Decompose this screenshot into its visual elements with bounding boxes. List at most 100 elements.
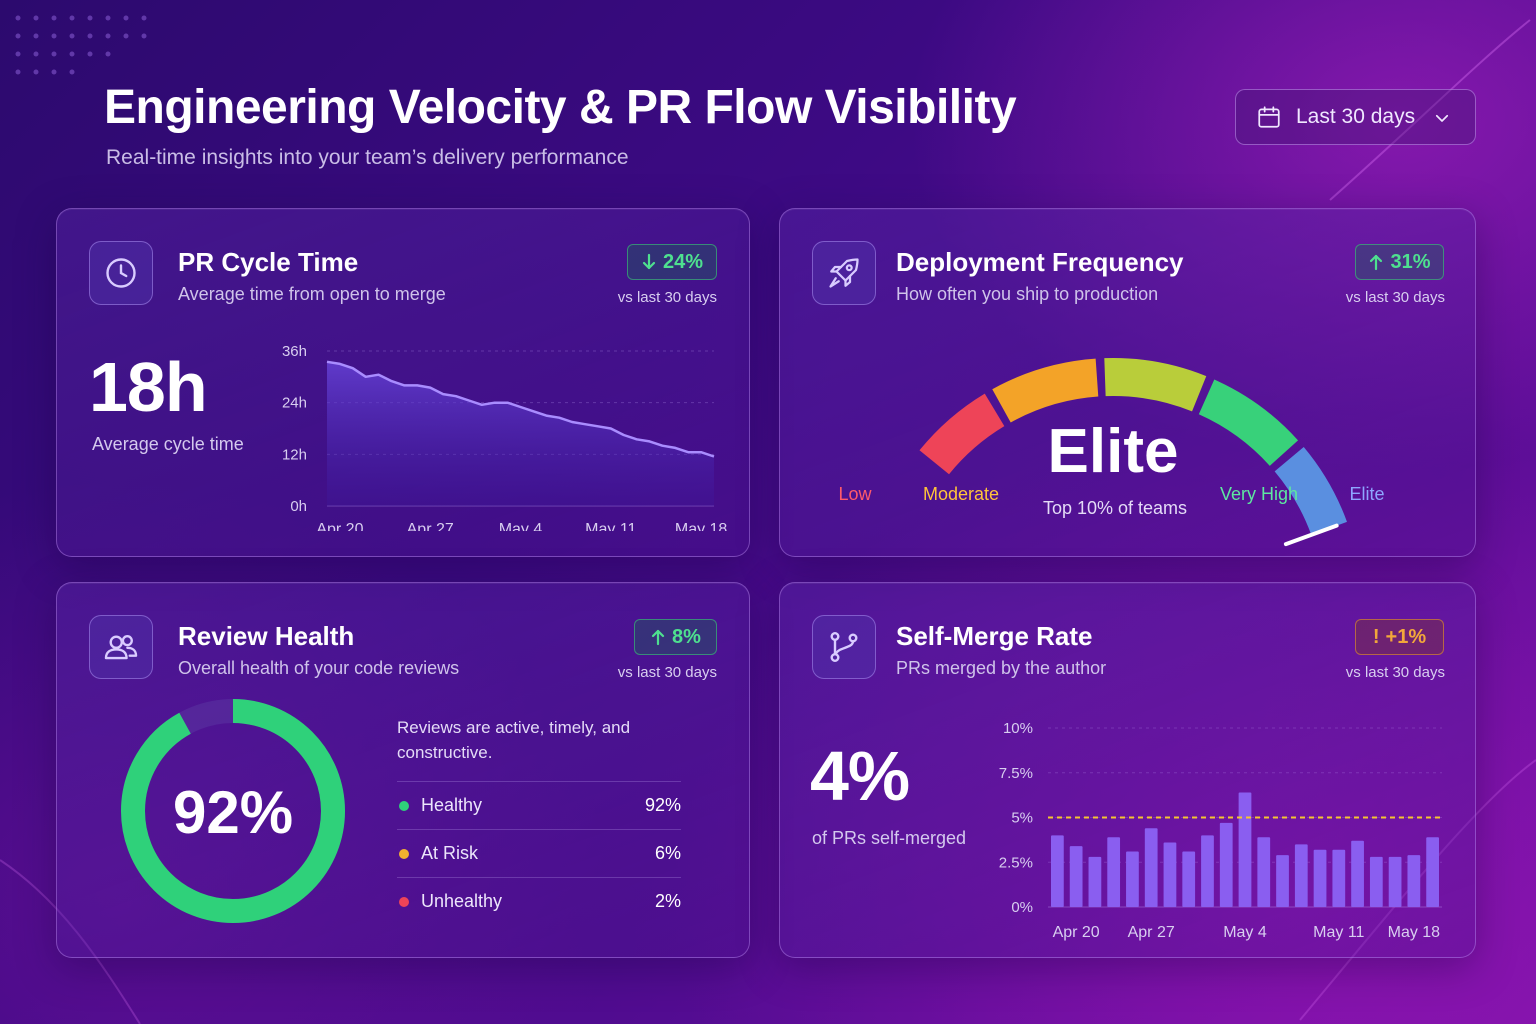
gauge-rating-caption: Top 10% of teams: [1043, 498, 1187, 518]
card-subtitle: PRs merged by the author: [896, 658, 1107, 678]
status-dot: [399, 800, 409, 811]
bar: [1369, 856, 1383, 907]
trend-badge-value: 8%: [672, 625, 701, 648]
breakdown-value: 92%: [644, 795, 681, 815]
gauge-needle: [1283, 523, 1339, 547]
breakdown-row-healthy: Healthy 92%: [397, 781, 681, 829]
breakdown-label: Unhealthy: [421, 891, 503, 911]
bar: [1126, 851, 1139, 907]
rocket-icon: [829, 258, 859, 288]
y-tick-label: 5%: [1011, 810, 1033, 827]
git-branch-icon: [830, 631, 858, 662]
breakdown-value: 2%: [654, 891, 681, 911]
badge-caption: vs last 30 days: [1345, 289, 1445, 306]
breakdown-label: Healthy: [421, 795, 483, 815]
x-tick-label: Apr 27: [407, 521, 454, 531]
pr-cycle-time-chart: 0h 12h 24h 36h Apr 20 Apr 27 May 4 May 11 May 18: [282, 343, 727, 531]
y-tick-label: 7.5%: [999, 765, 1033, 782]
users-icon-tile: [89, 615, 153, 679]
bar: [1388, 856, 1402, 907]
cycle-time-value: 18h: [89, 348, 208, 426]
gauge-segment: [919, 393, 1005, 475]
bar: [1069, 846, 1083, 907]
breakdown-value: 6%: [654, 843, 681, 863]
gauge-label: Moderate: [923, 484, 999, 504]
review-health-card: Review Health Overall health of your cod…: [56, 582, 750, 958]
bar: [1182, 851, 1196, 907]
card-subtitle: How often you ship to production: [896, 284, 1159, 304]
x-tick-label: May 11: [1313, 924, 1364, 941]
gauge-segment: [1104, 358, 1207, 412]
badge-caption: vs last 30 days: [1345, 664, 1445, 681]
bar: [1051, 835, 1064, 907]
arrow-down-icon: [642, 253, 656, 270]
arrow-up-icon: [1370, 254, 1383, 271]
trend-badge: 31%: [1355, 244, 1444, 280]
date-range-label: Last 30 days: [1296, 105, 1416, 128]
page-title: Engineering Velocity & PR Flow Visibilit…: [104, 81, 1017, 134]
gauge-label: Very High: [1220, 484, 1298, 504]
bar: [1201, 835, 1214, 907]
gauge-rating: Elite: [1048, 417, 1179, 486]
x-tick-label: Apr 20: [1053, 924, 1100, 941]
review-health-donut: 92%: [121, 699, 345, 923]
x-tick-label: Apr 27: [1128, 924, 1175, 941]
bar: [1332, 849, 1346, 907]
users-icon: [104, 635, 138, 660]
calendar-icon: [1258, 106, 1280, 128]
gauge-label: Low: [838, 484, 872, 504]
rocket-icon-tile: [812, 241, 876, 305]
deployment-frequency-gauge: Low Moderate Very High Elite Elite Top 10% of…: [838, 358, 1385, 547]
x-tick-label: Apr 20: [316, 521, 363, 531]
y-tick-label: 36h: [282, 343, 307, 360]
chevron-down-icon: [1435, 114, 1449, 122]
gauge-segment: [1198, 379, 1299, 466]
area-fill: [327, 361, 714, 506]
status-dot: [399, 896, 409, 907]
bar: [1407, 855, 1421, 907]
bar: [1163, 842, 1177, 907]
bar: [1107, 837, 1121, 907]
trend-badge-value: 31%: [1390, 250, 1431, 273]
card-title: Self-Merge Rate: [896, 621, 1093, 651]
clock-icon-tile: [89, 241, 153, 305]
clock-icon: [106, 258, 136, 288]
dot-grid-decoration: [15, 15, 147, 75]
card-subtitle: Overall health of your code reviews: [178, 658, 460, 678]
git-branch-icon-tile: [812, 615, 876, 679]
date-range-dropdown[interactable]: Last 30 days: [1235, 89, 1476, 145]
self-merge-caption: of PRs self-merged: [812, 828, 967, 848]
x-tick-label: May 4: [499, 521, 543, 531]
bar: [1238, 792, 1252, 907]
card-title: Review Health: [178, 621, 355, 651]
trend-badge: 8%: [634, 619, 717, 655]
bar: [1257, 837, 1271, 907]
x-tick-label: May 4: [1223, 924, 1267, 941]
gauge-segment: [1274, 446, 1347, 535]
warning-badge-value: +1%: [1385, 625, 1427, 648]
self-merge-rate-chart: 0% 2.5% 5% 7.5% 10% Apr 20 Apr 27 May 4 May 11 Ma…: [999, 720, 1442, 941]
breakdown-row-at-risk: At Risk 6%: [397, 829, 681, 877]
y-tick-label: 0h: [290, 498, 307, 515]
bar: [1426, 837, 1439, 907]
bar: [1144, 828, 1158, 907]
deployment-frequency-card: Deployment Frequency How often you ship …: [779, 208, 1476, 557]
badge-caption: vs last 30 days: [617, 664, 717, 681]
x-tick-label: May 18: [1388, 924, 1441, 941]
badge-caption: vs last 30 days: [617, 289, 717, 306]
y-tick-label: 2.5%: [999, 854, 1033, 871]
status-dot: [399, 848, 409, 859]
review-description: Reviews are active, timely, and construc…: [397, 718, 631, 762]
y-tick-label: 10%: [1003, 720, 1033, 737]
bar: [1294, 844, 1308, 907]
trend-badge-value: 24%: [662, 250, 704, 273]
x-tick-label: May 11: [585, 521, 636, 531]
y-tick-label: 24h: [282, 395, 307, 412]
gauge-segment: [992, 358, 1099, 423]
donut-center-value: 92%: [173, 779, 293, 846]
bar: [1276, 855, 1289, 907]
gauge-label: Elite: [1349, 484, 1384, 504]
card-subtitle: Average time from open to merge: [178, 284, 446, 304]
self-merge-rate-card: Self-Merge Rate PRs merged by the author…: [779, 582, 1476, 958]
self-merge-value: 4%: [810, 737, 910, 815]
